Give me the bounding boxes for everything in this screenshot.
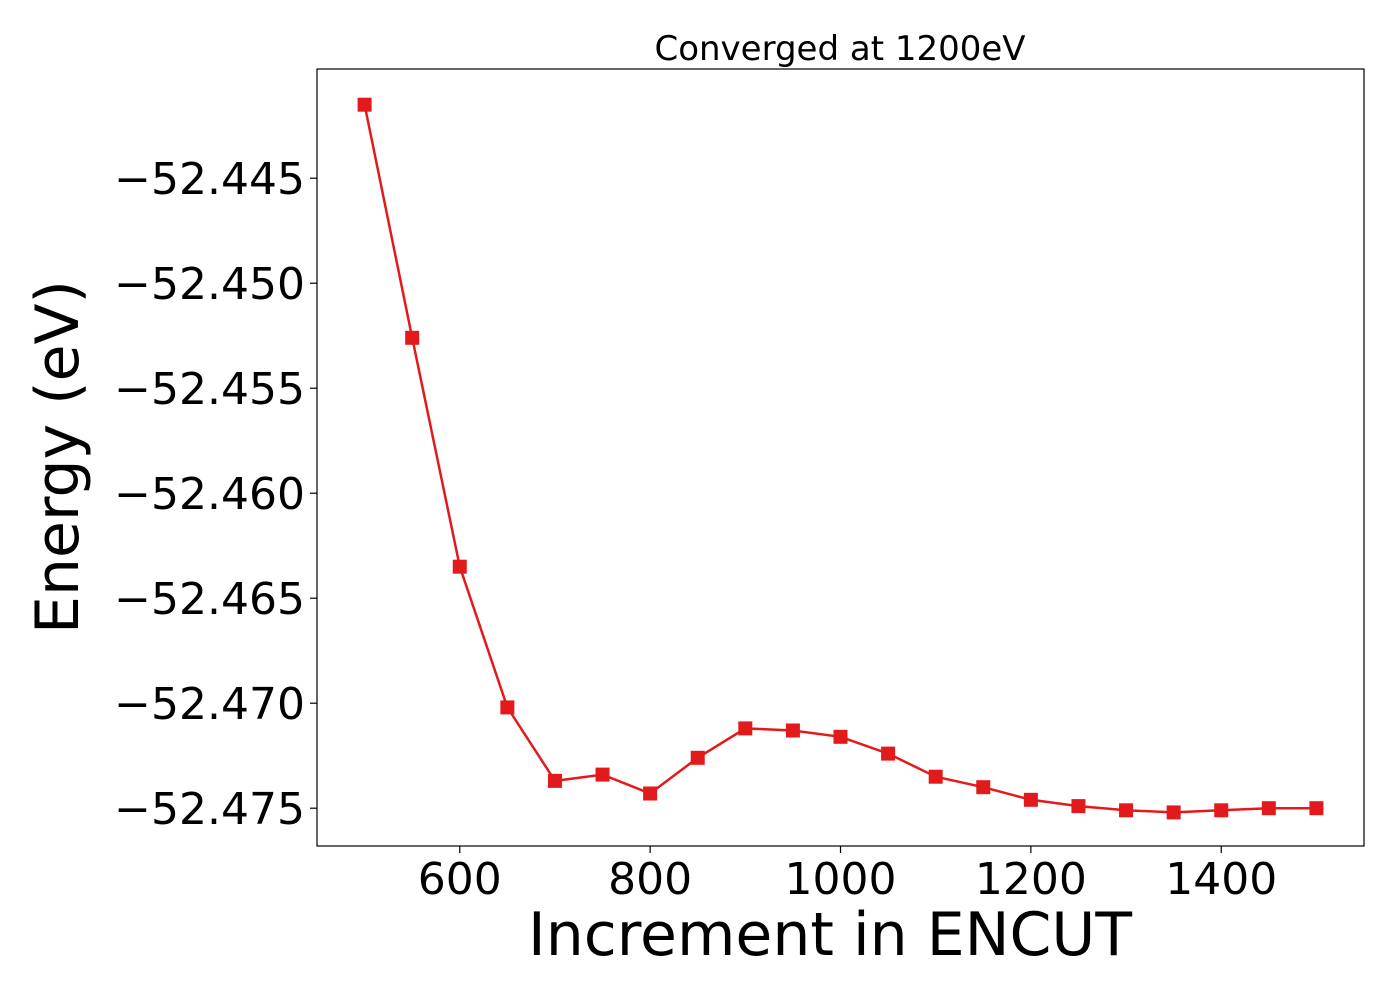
energy-series [357, 97, 1324, 820]
y-axis-label: Energy (eV) [23, 280, 93, 634]
y-tick-label: −52.450 [114, 259, 305, 310]
x-tick-label: 600 [418, 854, 502, 905]
x-axis-label: Increment in ENCUT [528, 900, 1132, 970]
data-point-marker [928, 769, 943, 784]
data-point-marker [500, 700, 515, 715]
data-point-marker [1214, 803, 1229, 818]
data-point-marker [1261, 801, 1276, 816]
y-axis: −52.445 −52.450 −52.455 −52.460 −52.465 −52.4… [114, 154, 317, 835]
x-tick-label: 1000 [785, 854, 897, 905]
y-tick-label: −52.470 [114, 679, 305, 730]
y-tick-label: −52.475 [114, 784, 305, 835]
data-point-marker [690, 750, 705, 765]
y-tick-label: −52.445 [114, 154, 305, 205]
data-point-marker [1071, 799, 1086, 814]
x-tick-label: 1400 [1165, 854, 1277, 905]
data-point-marker [881, 746, 896, 761]
data-point-marker [785, 723, 800, 738]
data-point-marker [738, 721, 753, 736]
data-point-marker [1166, 805, 1181, 820]
data-point-marker [643, 786, 658, 801]
data-point-marker [1023, 792, 1038, 807]
data-point-marker [357, 97, 372, 112]
data-point-marker [1309, 801, 1324, 816]
y-tick-label: −52.460 [114, 469, 305, 520]
x-axis: 600 800 1000 1200 1400 [418, 846, 1277, 905]
data-point-marker [1119, 803, 1134, 818]
data-point-marker [976, 780, 991, 795]
y-tick-label: −52.455 [114, 364, 305, 415]
x-tick-label: 800 [608, 854, 692, 905]
chart-title: Converged at 1200eV [654, 29, 1025, 69]
data-point-marker [452, 559, 467, 574]
data-point-marker [547, 773, 562, 788]
data-point-marker [833, 729, 848, 744]
y-tick-label: −52.465 [114, 574, 305, 625]
data-point-marker [595, 767, 610, 782]
x-tick-label: 1200 [975, 854, 1087, 905]
data-point-marker [405, 330, 420, 345]
